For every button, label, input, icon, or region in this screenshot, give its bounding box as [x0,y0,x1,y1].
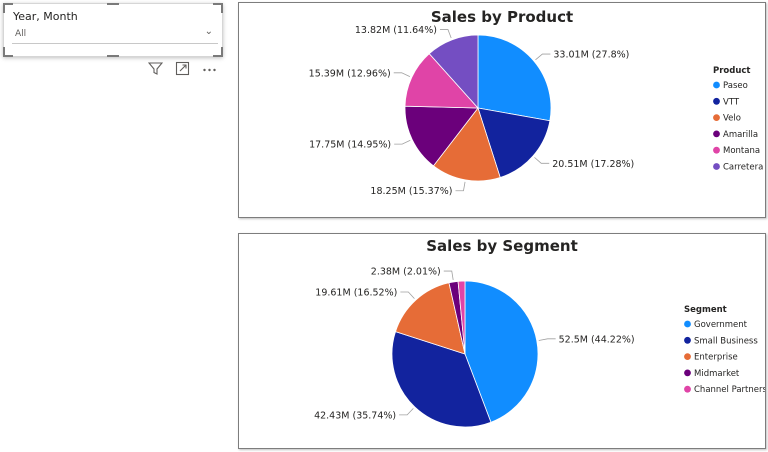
pie-slice[interactable] [404,105,479,167]
more-options-icon[interactable] [200,59,218,77]
slicer-dropdown[interactable]: All ⌄ [12,26,218,44]
legend-label[interactable]: Velo [723,114,741,124]
legend-label[interactable]: VTT [723,97,740,107]
legend-marker[interactable] [684,336,691,344]
legend-marker[interactable] [713,163,720,170]
pie-slice[interactable] [477,34,552,122]
resize-handle[interactable] [213,3,223,13]
data-label: 52.5M (44.22%) [559,334,635,345]
legend-label[interactable]: Carretera [723,163,763,173]
data-label: 13.82M (11.64%) [355,25,437,36]
filter-icon[interactable] [146,59,164,77]
legend-marker[interactable] [684,385,691,393]
data-label: 15.39M (12.96%) [309,68,391,79]
slicer-selected-value: All [15,29,27,39]
legend-marker[interactable] [684,353,691,360]
label-leader-line [400,291,415,299]
data-label: 2.38M (2.01%) [371,267,441,278]
chart-svg: Sales by Product 33.01M (27.8%) 20.51M (17… [309,8,764,197]
legend-label[interactable]: Midmarket [694,369,740,379]
resize-handle[interactable] [107,3,119,5]
data-label: 33.01M (27.8%) [553,50,629,61]
resize-handle[interactable] [3,3,13,13]
legend-label[interactable]: Government [694,320,748,330]
year-month-slicer[interactable]: Year, Month All ⌄ [3,3,223,57]
label-leader-line [455,181,466,192]
label-leader-line [534,157,550,164]
resize-handle[interactable] [3,47,13,57]
label-leader-line [538,338,556,341]
slicer-title: Year, Month [13,10,78,23]
data-label: 42.43M (35.74%) [314,410,396,421]
legend-label[interactable]: Small Business [694,336,758,346]
legend-marker[interactable] [713,130,720,138]
legend-marker[interactable] [713,97,720,105]
visual-header-icons [146,58,218,78]
label-leader-line [439,29,452,39]
pie-slice[interactable] [428,34,479,110]
legend-marker[interactable] [684,320,691,328]
legend-label[interactable]: Channel Partners [694,385,765,395]
legend-label[interactable]: Amarilla [723,130,758,140]
chevron-down-icon[interactable]: ⌄ [204,26,213,37]
label-leader-line [535,53,551,61]
pie-slice[interactable] [432,107,501,182]
legend-title: Segment [684,305,727,315]
label-leader-line [394,139,411,145]
resize-handle[interactable] [213,47,223,57]
label-leader-line [443,270,454,281]
legend-marker[interactable] [684,369,691,377]
data-label: 19.61M (16.52%) [315,287,397,298]
chart-svg: Sales by Segment 52.5M (44.22%) 42.43M (35… [314,237,765,428]
focus-mode-icon[interactable] [173,59,191,77]
legend-marker[interactable] [713,146,720,154]
pie-slice[interactable] [391,331,492,428]
pie-slice[interactable] [457,280,466,355]
chart-title: Sales by Segment [426,237,578,255]
legend-title: Product [713,66,751,76]
resize-handle[interactable] [107,55,119,57]
pie-slice[interactable] [404,53,479,109]
legend-label[interactable]: Enterprise [694,353,738,363]
legend-marker[interactable] [713,114,720,121]
sales-by-segment-chart[interactable]: Sales by Segment 52.5M (44.22%) 42.43M (35… [238,233,766,449]
data-label: 18.25M (15.37%) [370,186,452,197]
legend-label[interactable]: Paseo [723,81,748,91]
pie-slice[interactable] [395,282,466,355]
data-label: 20.51M (17.28%) [552,159,634,170]
legend-marker[interactable] [713,81,720,89]
legend-label[interactable]: Montana [723,146,760,156]
label-leader-line [399,408,414,416]
data-label: 17.75M (14.95%) [309,140,391,151]
pie-slice[interactable] [477,107,551,179]
sales-by-product-chart[interactable]: Sales by Product 33.01M (27.8%) 20.51M (17… [238,2,766,218]
label-leader-line [393,72,411,77]
pie-slice[interactable] [464,280,539,423]
chart-title: Sales by Product [431,8,573,26]
